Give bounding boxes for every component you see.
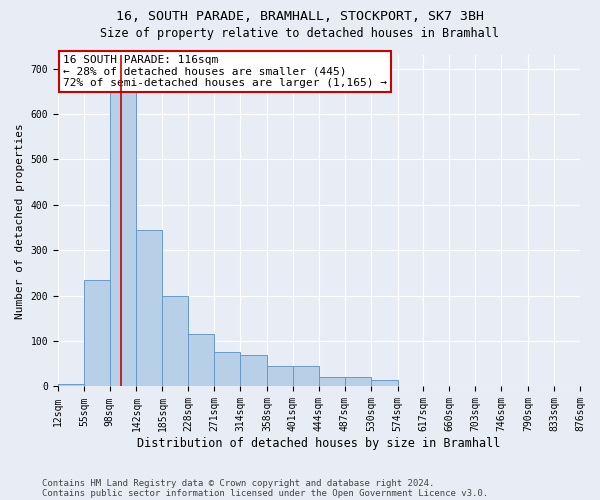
Bar bbox=[267, 366, 293, 386]
Y-axis label: Number of detached properties: Number of detached properties bbox=[15, 123, 25, 318]
Text: 16, SOUTH PARADE, BRAMHALL, STOCKPORT, SK7 3BH: 16, SOUTH PARADE, BRAMHALL, STOCKPORT, S… bbox=[116, 10, 484, 23]
Bar bbox=[188, 334, 214, 386]
Bar bbox=[163, 296, 188, 386]
Bar bbox=[58, 384, 84, 386]
Bar bbox=[136, 230, 163, 386]
Text: Contains HM Land Registry data © Crown copyright and database right 2024.: Contains HM Land Registry data © Crown c… bbox=[42, 478, 434, 488]
Bar bbox=[345, 378, 371, 386]
Text: Contains public sector information licensed under the Open Government Licence v3: Contains public sector information licen… bbox=[42, 488, 488, 498]
Bar bbox=[371, 380, 398, 386]
Text: Size of property relative to detached houses in Bramhall: Size of property relative to detached ho… bbox=[101, 28, 499, 40]
Bar bbox=[110, 82, 136, 386]
X-axis label: Distribution of detached houses by size in Bramhall: Distribution of detached houses by size … bbox=[137, 437, 500, 450]
Text: 16 SOUTH PARADE: 116sqm
← 28% of detached houses are smaller (445)
72% of semi-d: 16 SOUTH PARADE: 116sqm ← 28% of detache… bbox=[63, 55, 387, 88]
Bar bbox=[84, 280, 110, 386]
Bar bbox=[241, 354, 267, 386]
Bar bbox=[214, 352, 241, 386]
Bar bbox=[319, 378, 345, 386]
Bar bbox=[293, 366, 319, 386]
